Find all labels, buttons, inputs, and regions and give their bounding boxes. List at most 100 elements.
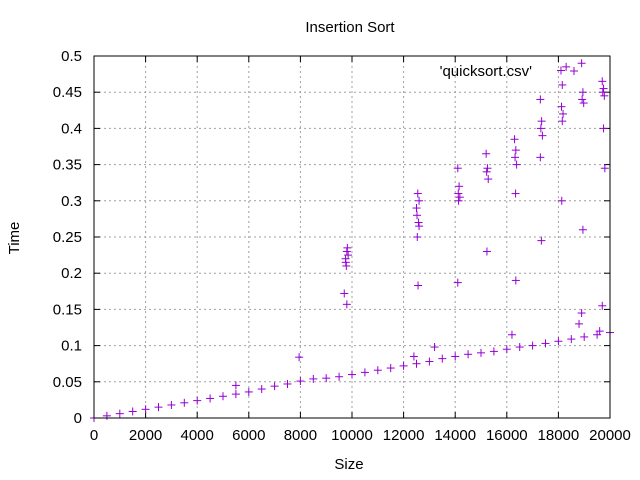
data-point	[409, 352, 418, 361]
tick-layer: 0 2000 4000 6000 8000 10000 12000 14000 16000 180…	[53, 48, 631, 444]
x-tick-label: 14000	[434, 427, 476, 444]
data-point	[507, 330, 516, 339]
x-tick-label: 0	[90, 427, 98, 444]
data-point	[511, 189, 520, 198]
data-point	[413, 233, 422, 241]
plot-frame	[93, 55, 611, 419]
data-point	[483, 164, 492, 173]
data-point	[567, 335, 576, 344]
data-point	[414, 218, 423, 227]
data-point	[451, 352, 460, 361]
data-point	[360, 368, 369, 377]
data-point	[482, 149, 491, 158]
data-point	[577, 309, 586, 318]
data-point	[344, 251, 353, 260]
data-point	[557, 196, 566, 205]
data-point	[415, 222, 424, 231]
y-tick-label: 0.4	[61, 120, 82, 137]
data-point	[167, 400, 176, 409]
data-point	[283, 379, 292, 388]
data-point	[244, 387, 253, 396]
data-point	[562, 62, 571, 71]
data-point	[414, 281, 423, 290]
data-point	[425, 357, 434, 366]
data-point	[536, 124, 545, 133]
data-point	[180, 398, 189, 407]
data-point	[342, 261, 351, 270]
data-point	[489, 347, 498, 356]
x-tick-label: 20000	[589, 427, 631, 444]
data-point	[128, 407, 137, 416]
x-tick-label: 12000	[383, 427, 425, 444]
data-point	[453, 164, 462, 173]
data-point	[296, 377, 305, 386]
data-point	[257, 385, 266, 394]
x-tick-label: 18000	[538, 427, 580, 444]
data-point	[477, 348, 485, 357]
data-point	[309, 374, 318, 383]
data-point	[342, 247, 351, 256]
data-point	[599, 84, 608, 93]
chart-title: Insertion Sort	[305, 19, 395, 36]
data-point	[141, 405, 150, 414]
data-point	[559, 109, 568, 118]
grid-layer	[94, 56, 610, 418]
data-point	[373, 366, 382, 375]
data-points	[90, 59, 614, 422]
y-tick-label: 0.45	[53, 84, 82, 101]
data-point	[536, 95, 545, 104]
data-point	[335, 372, 344, 381]
y-tick-label: 0.25	[53, 229, 82, 246]
data-point	[554, 337, 563, 346]
data-point	[193, 396, 202, 405]
x-tick-label: 10000	[331, 427, 373, 444]
data-point	[386, 364, 395, 373]
data-point	[595, 327, 604, 336]
data-point	[206, 394, 215, 403]
data-point	[537, 117, 546, 126]
data-point	[557, 102, 566, 111]
data-point	[438, 354, 447, 363]
y-tick-label: 0.15	[53, 301, 82, 318]
data-point	[578, 95, 587, 104]
data-point	[502, 345, 511, 354]
data-point	[413, 189, 422, 198]
data-point	[340, 289, 349, 298]
y-tick-label: 0.2	[61, 265, 82, 282]
data-point	[399, 361, 408, 370]
data-point	[219, 392, 227, 401]
data-point	[598, 301, 607, 310]
data-point	[515, 343, 524, 352]
data-point	[430, 343, 439, 352]
data-point	[598, 88, 607, 97]
y-tick-label: 0.5	[61, 48, 82, 65]
data-point	[600, 164, 609, 173]
data-point	[341, 258, 350, 267]
data-point	[558, 80, 567, 89]
data-point	[415, 196, 424, 205]
data-point	[231, 381, 240, 390]
y-axis-label: Time	[6, 222, 23, 255]
data-point	[348, 370, 356, 379]
data-point	[102, 411, 111, 420]
y-tick-label: 0.3	[61, 193, 82, 210]
data-point	[579, 99, 588, 108]
data-point	[412, 204, 421, 213]
x-tick-label: 2000	[129, 427, 162, 444]
data-point	[541, 339, 550, 348]
data-point	[342, 300, 351, 309]
data-point	[512, 160, 521, 169]
x-tick-label: 16000	[486, 427, 528, 444]
data-point	[510, 135, 519, 144]
data-point	[453, 278, 462, 287]
y-tick-label: 0.05	[53, 374, 82, 391]
legend-label: 'quicksort.csv'	[440, 63, 533, 80]
data-point	[412, 359, 421, 368]
data-point	[537, 236, 546, 245]
data-point	[578, 225, 587, 234]
x-tick-label: 4000	[181, 427, 214, 444]
data-point	[511, 276, 520, 285]
data-point	[482, 167, 491, 176]
data-point	[454, 196, 463, 205]
